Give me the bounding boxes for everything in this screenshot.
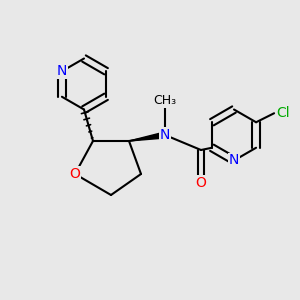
Text: Cl: Cl — [276, 106, 290, 120]
Text: O: O — [70, 167, 80, 181]
Text: N: N — [229, 154, 239, 167]
Polygon shape — [129, 132, 166, 141]
Text: O: O — [196, 176, 206, 190]
Text: CH₃: CH₃ — [153, 94, 177, 107]
Text: N: N — [160, 128, 170, 142]
Text: N: N — [57, 64, 67, 78]
